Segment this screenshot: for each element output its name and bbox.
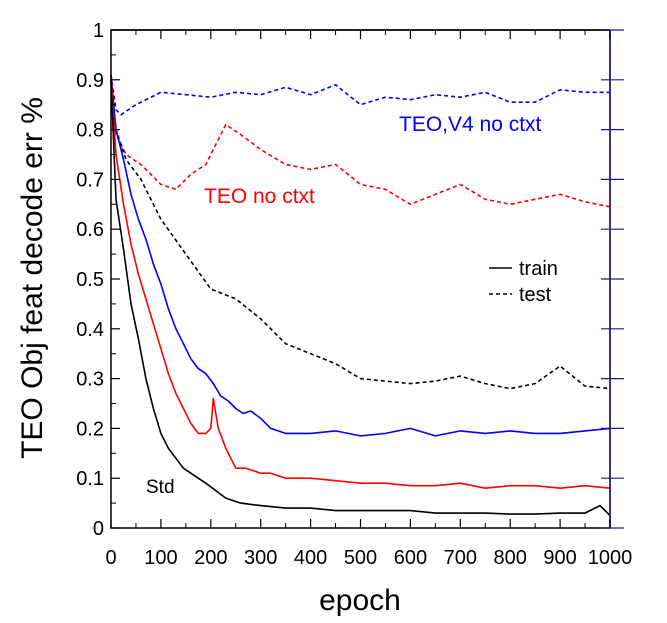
y-tick-label: 0.4 bbox=[76, 319, 104, 341]
x-tick-label: 400 bbox=[294, 547, 327, 569]
y-tick-label: 0.7 bbox=[76, 169, 104, 191]
x-tick-label: 800 bbox=[494, 547, 527, 569]
y-tick-labels: 0 0.1 0.2 0.3 0.4 0.5 0.6 0.7 0.8 0.9 1 bbox=[76, 20, 104, 540]
series-line-3-solid bbox=[110, 74, 611, 437]
legend-train-label: train bbox=[519, 258, 558, 280]
x-tick-labels: 0 100 200 300 400 500 600 700 800 900 1000 bbox=[105, 547, 632, 569]
y-axis-label: TEO Obj feat decode err % bbox=[16, 97, 49, 459]
legend: train test bbox=[489, 258, 558, 306]
annotation-teo-v4-no-ctxt: TEO,V4 no ctxt bbox=[399, 113, 542, 136]
series-layer bbox=[110, 74, 611, 517]
x-tick-label: 700 bbox=[444, 547, 477, 569]
annotation-std: Std bbox=[146, 477, 175, 498]
x-tick-label: 1000 bbox=[588, 547, 633, 569]
x-tick-label: 900 bbox=[543, 547, 576, 569]
x-axis-label: epoch bbox=[319, 584, 401, 617]
x-tick-label: 0 bbox=[105, 547, 116, 569]
x-tick-label: 200 bbox=[194, 547, 227, 569]
ticks-layer bbox=[110, 29, 624, 529]
y-tick-label: 0.6 bbox=[76, 219, 104, 241]
series-line-5-solid bbox=[110, 79, 611, 517]
series-line-2-dashed bbox=[110, 79, 611, 390]
y-tick-label: 0.2 bbox=[76, 418, 104, 440]
x-tick-label: 600 bbox=[394, 547, 427, 569]
y-tick-label: 1 bbox=[93, 20, 104, 42]
y-tick-label: 0.1 bbox=[76, 468, 104, 490]
annotation-teo-no-ctxt: TEO no ctxt bbox=[204, 185, 315, 208]
legend-test-label: test bbox=[519, 284, 552, 306]
y-tick-label: 0.9 bbox=[76, 70, 104, 92]
y-tick-label: 0 bbox=[93, 518, 104, 540]
y-tick-label: 0.3 bbox=[76, 369, 104, 391]
series-line-4-solid bbox=[110, 74, 611, 490]
series-line-0-dashed bbox=[110, 74, 610, 116]
y-tick-label: 0.8 bbox=[76, 120, 104, 142]
x-tick-label: 300 bbox=[244, 547, 277, 569]
y-tick-label: 0.5 bbox=[76, 269, 104, 291]
x-tick-label: 500 bbox=[344, 547, 377, 569]
series-line-1-dashed bbox=[110, 74, 611, 208]
x-tick-label: 100 bbox=[144, 547, 177, 569]
